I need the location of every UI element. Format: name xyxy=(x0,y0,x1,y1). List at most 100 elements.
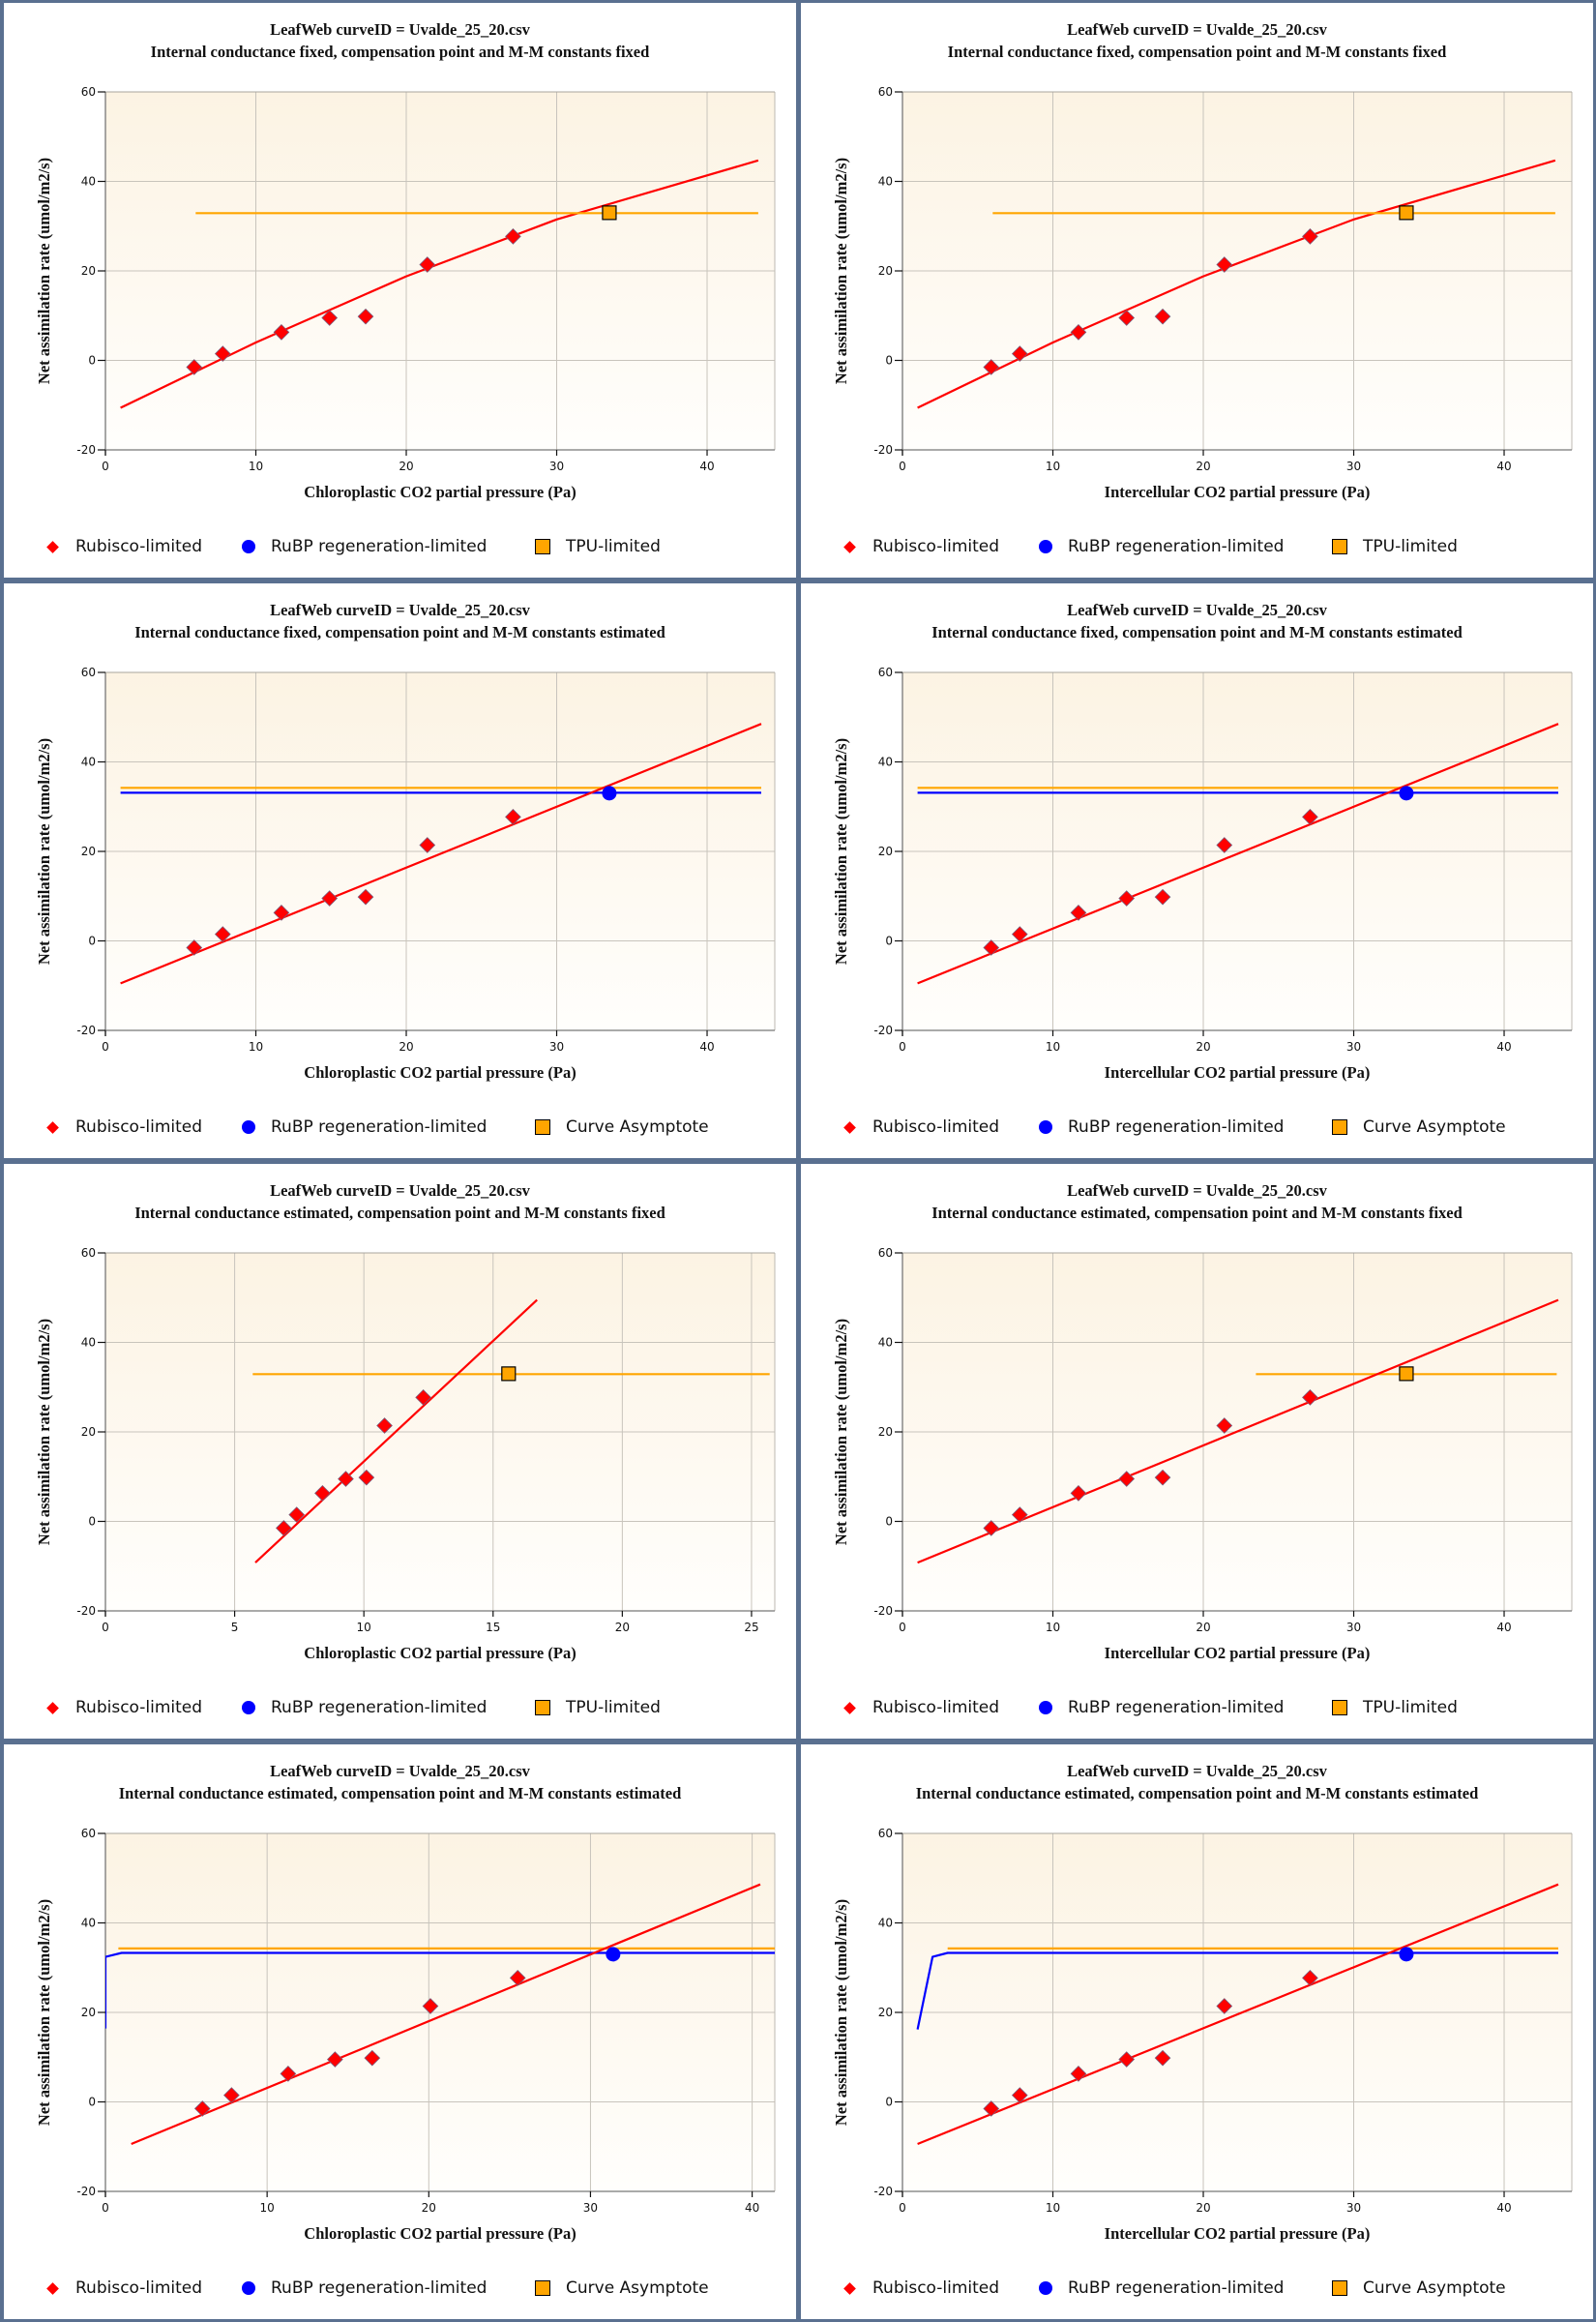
rubisco-data-point xyxy=(186,359,203,375)
x-tick-label: 0 xyxy=(102,1621,109,1634)
legend-item[interactable]: Rubisco-limited xyxy=(843,1694,999,1721)
x-axis-label: Intercellular CO2 partial pressure (Pa) xyxy=(1105,483,1371,501)
rubisco-data-point xyxy=(1302,809,1318,825)
rubisco-data-point xyxy=(1070,1485,1087,1502)
y-tick-label: 40 xyxy=(81,175,96,189)
legend-item[interactable]: RuBP regeneration-limited xyxy=(1039,2275,1284,2302)
rubisco-data-point xyxy=(314,1485,331,1502)
legend-label: Rubisco-limited xyxy=(872,537,1000,556)
rubisco-data-point xyxy=(321,310,339,326)
rubisco-data-point xyxy=(223,2087,240,2103)
y-tick-label: 40 xyxy=(878,756,893,769)
x-axis-label: Intercellular CO2 partial pressure (Pa) xyxy=(1105,1063,1371,1082)
rubisco-curve xyxy=(120,723,762,985)
legend-item[interactable]: RuBP regeneration-limited xyxy=(1039,533,1284,560)
legend-item[interactable]: Curve Asymptote xyxy=(535,1114,709,1141)
y-axis-label: Net assimilation rate (umol/m2/s) xyxy=(35,1899,53,2126)
rubisco-data-point xyxy=(1216,837,1233,853)
x-tick-label: 20 xyxy=(399,460,413,473)
series-group xyxy=(916,1883,1559,2146)
chart-legend: Rubisco-limited RuBP regeneration-limited… xyxy=(801,2275,1593,2302)
y-tick-label: 60 xyxy=(878,1827,893,1840)
rubisco-data-point xyxy=(193,2100,211,2117)
legend-item[interactable]: RuBP regeneration-limited xyxy=(242,1114,487,1141)
x-tick-label: 10 xyxy=(357,1621,371,1634)
chart-subtitle: Internal conductance estimated, compensa… xyxy=(931,1204,1463,1222)
legend-diamond-icon xyxy=(46,540,59,553)
y-tick-label: -20 xyxy=(873,2185,893,2198)
rubisco-data-point xyxy=(273,324,290,341)
chart-panel: LeafWeb curveID = Uvalde_25_20.csv Intern… xyxy=(801,3,1593,578)
legend-label: Curve Asymptote xyxy=(1363,1117,1506,1137)
legend-item[interactable]: TPU-limited xyxy=(535,533,661,560)
rubisco-data-point xyxy=(505,228,521,245)
x-tick-label: 0 xyxy=(899,1040,906,1054)
legend-item[interactable]: Rubisco-limited xyxy=(46,1114,202,1141)
x-tick-label: 40 xyxy=(1496,1040,1511,1054)
legend-item[interactable]: RuBP regeneration-limited xyxy=(1039,1114,1284,1141)
chart-panel: LeafWeb curveID = Uvalde_25_20.csv Intern… xyxy=(4,3,796,578)
legend-label: RuBP regeneration-limited xyxy=(1068,1698,1285,1717)
x-tick-label: 0 xyxy=(899,460,906,473)
x-tick-label: 5 xyxy=(231,1621,239,1634)
rubisco-data-point xyxy=(983,2100,1000,2117)
chart-title: LeafWeb curveID = Uvalde_25_20.csv xyxy=(270,1762,530,1780)
rubisco-data-point xyxy=(364,2049,381,2067)
rubisco-curve xyxy=(917,1298,1559,1564)
legend-label: Curve Asymptote xyxy=(566,2278,709,2298)
chart-subtitle: Internal conductance estimated, compensa… xyxy=(118,1784,682,1802)
rubisco-data-point xyxy=(983,1520,1000,1536)
x-tick-label: 20 xyxy=(422,2201,436,2215)
rubisco-data-point xyxy=(214,345,231,362)
rubisco-data-point xyxy=(1302,228,1318,245)
legend-diamond-icon xyxy=(46,2281,59,2295)
legend-item[interactable]: RuBP regeneration-limited xyxy=(1039,1694,1284,1721)
legend-item[interactable]: RuBP regeneration-limited xyxy=(242,1694,487,1721)
x-tick-label: 10 xyxy=(249,460,263,473)
y-tick-label: -20 xyxy=(76,1024,96,1037)
rubisco-data-point xyxy=(1302,1970,1318,1986)
legend-diamond-icon xyxy=(46,1701,59,1714)
rubp-data-point xyxy=(606,1947,621,1962)
rubisco-data-point xyxy=(1118,310,1136,326)
series-group xyxy=(105,1883,775,2146)
y-axis-label: Net assimilation rate (umol/m2/s) xyxy=(35,1319,53,1545)
legend-label: RuBP regeneration-limited xyxy=(1068,537,1285,556)
legend-item[interactable]: Curve Asymptote xyxy=(535,2275,709,2302)
rubisco-data-point xyxy=(338,1471,354,1487)
legend-circle-icon xyxy=(242,1701,255,1714)
legend-item[interactable]: TPU-limited xyxy=(1332,533,1458,560)
x-tick-label: 0 xyxy=(102,460,109,473)
rubisco-curve xyxy=(917,723,1559,985)
legend-item[interactable]: Curve Asymptote xyxy=(1332,1114,1506,1141)
legend-item[interactable]: TPU-limited xyxy=(535,1694,661,1721)
legend-item[interactable]: Rubisco-limited xyxy=(843,1114,999,1141)
rubisco-data-point xyxy=(357,308,374,325)
legend-item[interactable]: Rubisco-limited xyxy=(46,2275,202,2302)
x-tick-label: 30 xyxy=(1346,2201,1361,2215)
legend-item[interactable]: RuBP regeneration-limited xyxy=(242,2275,487,2302)
chart-title: LeafWeb curveID = Uvalde_25_20.csv xyxy=(1067,1762,1327,1780)
y-tick-label: -20 xyxy=(873,443,893,457)
rubisco-data-point xyxy=(1118,890,1136,907)
rubisco-data-point xyxy=(327,2051,343,2068)
legend-item[interactable]: Rubisco-limited xyxy=(843,2275,999,2302)
chart-title: LeafWeb curveID = Uvalde_25_20.csv xyxy=(1067,601,1327,619)
rubisco-data-point xyxy=(1154,308,1171,325)
x-tick-label: 30 xyxy=(549,1040,564,1054)
legend-item[interactable]: Rubisco-limited xyxy=(46,533,202,560)
legend-item[interactable]: TPU-limited xyxy=(1332,1694,1458,1721)
rubisco-curve xyxy=(131,1883,761,2146)
rubisco-data-point xyxy=(358,1469,375,1486)
chart-svg: 0 10 20 30 40 -20 0 20 40 60 Intercellular CO2 par… xyxy=(832,85,1573,501)
legend-item[interactable]: Rubisco-limited xyxy=(46,1694,202,1721)
x-tick-label: 10 xyxy=(1046,1621,1060,1634)
legend-label: Rubisco-limited xyxy=(75,537,203,556)
legend-item[interactable]: RuBP regeneration-limited xyxy=(242,533,487,560)
legend-item[interactable]: Rubisco-limited xyxy=(843,533,999,560)
y-tick-label: 40 xyxy=(878,175,893,189)
x-tick-label: 30 xyxy=(1346,460,1361,473)
tpu-data-point xyxy=(1399,1366,1414,1382)
rubisco-data-point xyxy=(1011,2087,1028,2103)
legend-item[interactable]: Curve Asymptote xyxy=(1332,2275,1506,2302)
